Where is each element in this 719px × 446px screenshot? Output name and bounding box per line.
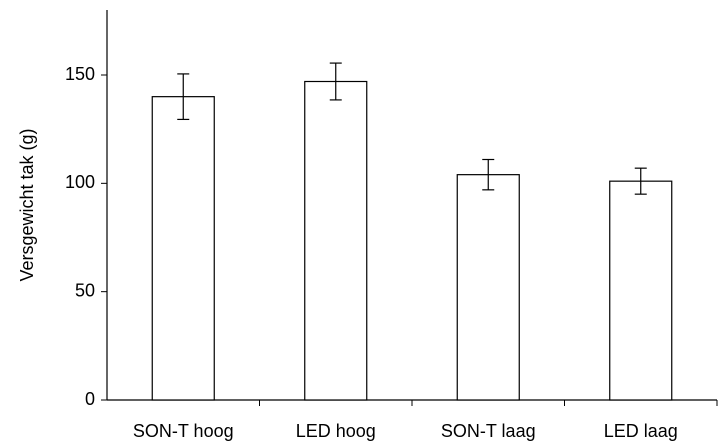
bar xyxy=(609,180,673,401)
x-tick-label: SON-T hoog xyxy=(133,421,234,441)
y-axis-label: Versgewicht tak (g) xyxy=(17,128,37,281)
y-tick-label: 0 xyxy=(85,389,95,409)
bar xyxy=(151,96,215,401)
bar xyxy=(456,174,520,401)
y-tick-label: 150 xyxy=(65,64,95,84)
bar xyxy=(304,80,368,401)
x-tick-label: LED hoog xyxy=(296,421,376,441)
y-tick-label: 100 xyxy=(65,172,95,192)
x-tick-label: LED laag xyxy=(604,421,678,441)
x-tick-label: SON-T laag xyxy=(441,421,536,441)
y-tick-label: 50 xyxy=(75,280,95,300)
